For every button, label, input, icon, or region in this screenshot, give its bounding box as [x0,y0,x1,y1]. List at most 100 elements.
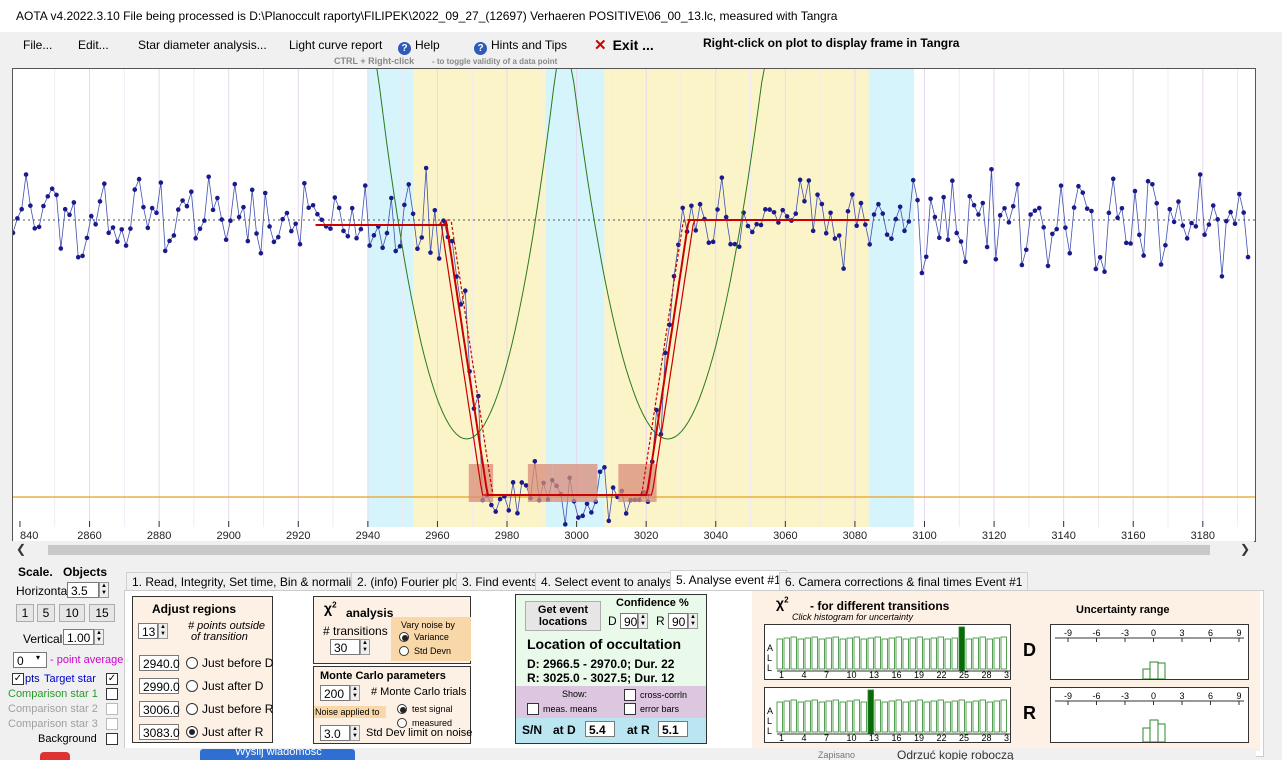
region-yellow-1 [413,69,546,527]
data-point [419,235,425,240]
tab-find-events[interactable]: 3. Find events [456,572,544,590]
data-point [1010,203,1016,209]
taskbar-badge [40,752,70,760]
confidence-r-input[interactable]: 90 [668,613,688,629]
horizontal-spinner[interactable]: ▲ ▼ [99,582,109,598]
tab-analyse-event[interactable]: 5. Analyse event #1 [670,570,787,590]
noise-applied-label: Noise applied to [314,706,386,718]
measured-radio[interactable] [397,718,407,728]
menu-edit[interactable]: Edit... [78,38,109,52]
region-yellow-3 [604,69,869,527]
d-histogram[interactable]: A L L 1 4 7 10 13 16 19 22 25 28 3 [764,624,1011,680]
data-point [119,227,125,232]
scroll-left-icon[interactable]: ❮ [16,542,27,556]
d-hist-tick-label: 7 [824,670,829,679]
points-outside-input[interactable]: 13 [138,623,158,639]
scale-button-10[interactable]: 10 [59,604,85,622]
chevron-down-icon[interactable]: ▾ [36,653,41,662]
menu-star-diameter[interactable]: Star diameter analysis... [138,38,267,52]
error-bars-checkbox[interactable] [624,703,636,715]
sd-limit-input[interactable]: 3.0 [320,725,350,741]
pts-checkbox[interactable]: ✓ [12,673,24,685]
confidence-d-spinner[interactable]: ▲ ▼ [638,613,648,629]
data-point [936,235,942,241]
data-point [819,201,825,207]
monte-carlo-title: Monte Carlo parameters [320,670,446,682]
transitions-input[interactable]: 30 [330,639,360,655]
send-message-button[interactable]: Wyślij wiadomość [200,749,355,760]
target-star-checkbox[interactable]: ✓ [106,673,118,685]
menu-exit[interactable]: ✕ Exit ... [594,36,654,54]
points-outside-spinner[interactable]: ▲ ▼ [158,623,168,639]
vertical-scale-input[interactable]: 1.00 [63,629,94,645]
std-devn-radio[interactable] [399,646,409,656]
r-hist-bar [951,700,958,733]
data-point [515,510,520,516]
r-hist-bar [965,701,972,733]
data-point [154,210,159,216]
r-hist-bar [860,701,867,733]
d-unc-tick-label: -3 [1121,628,1129,638]
data-point [850,192,855,197]
data-point [1176,199,1181,204]
menu-hints-label: Hints and Tips [491,38,568,52]
menu-hints[interactable]: ? Hints and Tips [474,38,567,55]
comparison-1-checkbox[interactable] [106,688,118,700]
scale-button-15[interactable]: 15 [89,604,115,622]
trials-spinner[interactable]: ▲ ▼ [350,685,360,701]
data-point [80,253,85,259]
scroll-thumb[interactable] [48,545,1210,555]
just-before-r-radio[interactable] [186,703,198,715]
variance-radio[interactable] [399,632,409,642]
sn-box: S/N at D 5.4 at R 5.1 [516,718,706,743]
r-location: R: 3025.0 - 3027.5; Dur. 12 [527,671,675,685]
data-point [432,207,438,213]
data-point [123,243,129,248]
scale-button-1[interactable]: 1 [16,604,34,622]
background-checkbox[interactable] [106,733,118,745]
get-event-locations-button[interactable]: Get event locations [525,601,601,631]
just-before-r-input[interactable]: 3006.0 [139,701,180,717]
point-average-select[interactable]: 0 [13,652,47,668]
taskbar-strip: Wyślij wiadomość Zapisano Odrzuć kopię r… [0,748,1256,760]
tab-read[interactable]: 1. Read, Integrity, Set time, Bin & norm… [126,572,370,590]
sd-limit-spinner[interactable]: ▲ ▼ [350,725,360,741]
d-hist-bar [783,637,790,670]
scale-button-5[interactable]: 5 [37,604,55,622]
plot-horizontal-scrollbar[interactable]: ❮ ❯ [12,541,1254,559]
just-after-d-input[interactable]: 2990.0 [139,678,180,694]
d-hist-tick-label: 1 [779,670,784,679]
confidence-d-input[interactable]: 90 [620,613,638,629]
data-point [1106,210,1112,216]
vertical-spinner[interactable]: ▲ ▼ [94,629,104,645]
just-after-d-radio[interactable] [186,680,198,692]
cross-corr-checkbox[interactable] [624,689,636,701]
menu-help[interactable]: ? Help [398,38,440,55]
scroll-right-icon[interactable]: ❯ [1240,542,1251,556]
horizontal-scale-input[interactable]: 3.5 [67,582,99,598]
just-before-d-radio[interactable] [186,657,198,669]
tab-fourier[interactable]: 2. (info) Fourier plot [351,572,468,590]
tab-select-event[interactable]: 4. Select event to analyse [535,572,685,590]
just-before-d-input[interactable]: 2940.0 [139,655,180,671]
data-point [562,522,568,527]
confidence-r-spinner[interactable]: ▲ ▼ [688,613,698,629]
data-point [149,205,155,211]
light-curve-plot[interactable]: 840 2860 2880 2900 2920 2940 2960 2980 3000 3020 3… [12,68,1256,542]
transitions-spinner[interactable]: ▲ ▼ [360,639,370,655]
data-point [93,222,98,227]
meas-means-checkbox[interactable] [527,703,539,715]
data-point [767,207,772,212]
data-point [197,226,203,232]
just-after-r-radio[interactable] [186,726,198,738]
menu-light-curve-report[interactable]: Light curve report [289,38,383,52]
light-curve-svg[interactable]: 840 2860 2880 2900 2920 2940 2960 2980 3000 3020 3… [13,69,1255,541]
r-histogram[interactable]: A L L 1 4 7 10 13 16 19 22 25 28 3 [764,687,1011,743]
trials-input[interactable]: 200 [320,685,350,701]
menu-file[interactable]: File... [23,38,53,52]
just-after-r-input[interactable]: 3083.0 [139,724,180,740]
test-signal-radio[interactable] [397,704,407,714]
tab-camera-corrections[interactable]: 6. Camera corrections & final times Even… [779,572,1029,590]
